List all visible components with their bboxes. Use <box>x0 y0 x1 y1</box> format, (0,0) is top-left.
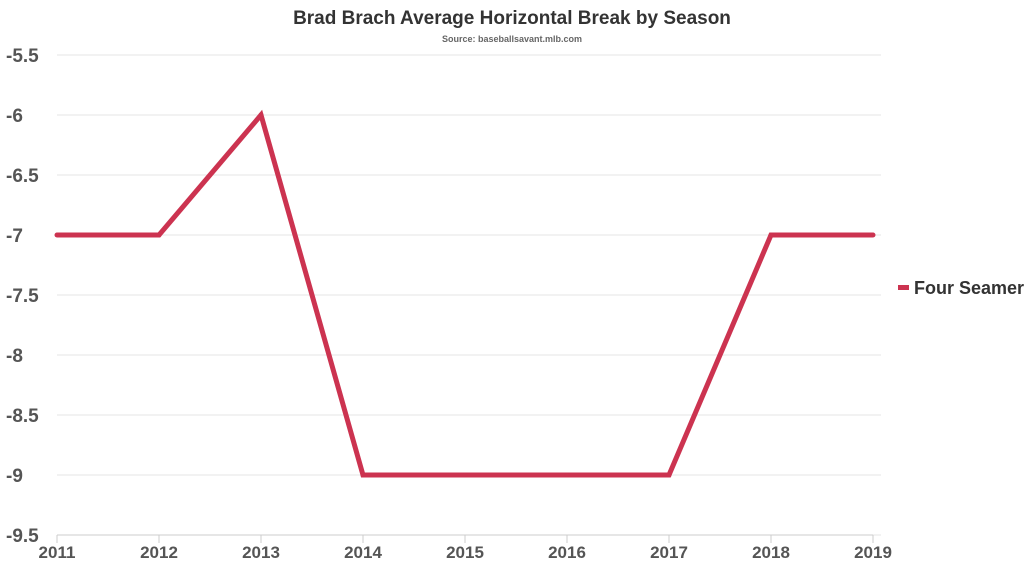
x-axis: 2011 2012 2013 2014 2015 2016 2017 2018 2019 <box>39 534 892 562</box>
y-tick-label: -9.5 <box>6 526 39 547</box>
x-tick-label: 2018 <box>752 543 790 562</box>
data-point <box>666 472 672 478</box>
chart-subtitle: Source: baseballsavant.mlb.com <box>442 34 582 44</box>
legend-label-four-seamer: Four Seamer <box>914 278 1024 298</box>
x-tick-label: 2019 <box>854 543 892 562</box>
legend[interactable]: Four Seamer <box>898 278 1024 298</box>
x-tick-label: 2012 <box>140 543 178 562</box>
y-tick-label: -7.5 <box>6 286 39 307</box>
y-tick-label: -5.5 <box>6 46 39 67</box>
x-tick-label: 2011 <box>39 543 76 562</box>
data-point <box>462 472 468 478</box>
data-point <box>258 112 264 118</box>
y-axis: -5.5 -6 -6.5 -7 -7.5 -8 -8.5 -9 -9.5 <box>6 46 39 547</box>
y-tick-label: -8.5 <box>6 406 39 427</box>
data-point <box>564 472 570 478</box>
chart-title: Brad Brach Average Horizontal Break by S… <box>293 8 731 29</box>
y-tick-label: -9 <box>6 466 23 487</box>
data-point <box>768 232 774 238</box>
x-tick-label: 2013 <box>242 543 280 562</box>
series-layer <box>54 109 876 478</box>
data-point <box>870 232 876 238</box>
x-tick-label: 2017 <box>650 543 688 562</box>
gridlines <box>57 54 881 536</box>
x-tick-label: 2014 <box>344 543 382 562</box>
legend-swatch-four-seamer <box>898 285 909 290</box>
y-tick-label: -6.5 <box>6 166 39 187</box>
data-point <box>54 232 60 238</box>
y-tick-label: -8 <box>6 346 23 367</box>
x-tick-label: 2015 <box>446 543 484 562</box>
x-tick-label: 2016 <box>548 543 586 562</box>
data-point <box>360 472 366 478</box>
data-point <box>156 232 162 238</box>
y-tick-label: -6 <box>6 106 23 127</box>
y-tick-label: -7 <box>6 226 23 247</box>
